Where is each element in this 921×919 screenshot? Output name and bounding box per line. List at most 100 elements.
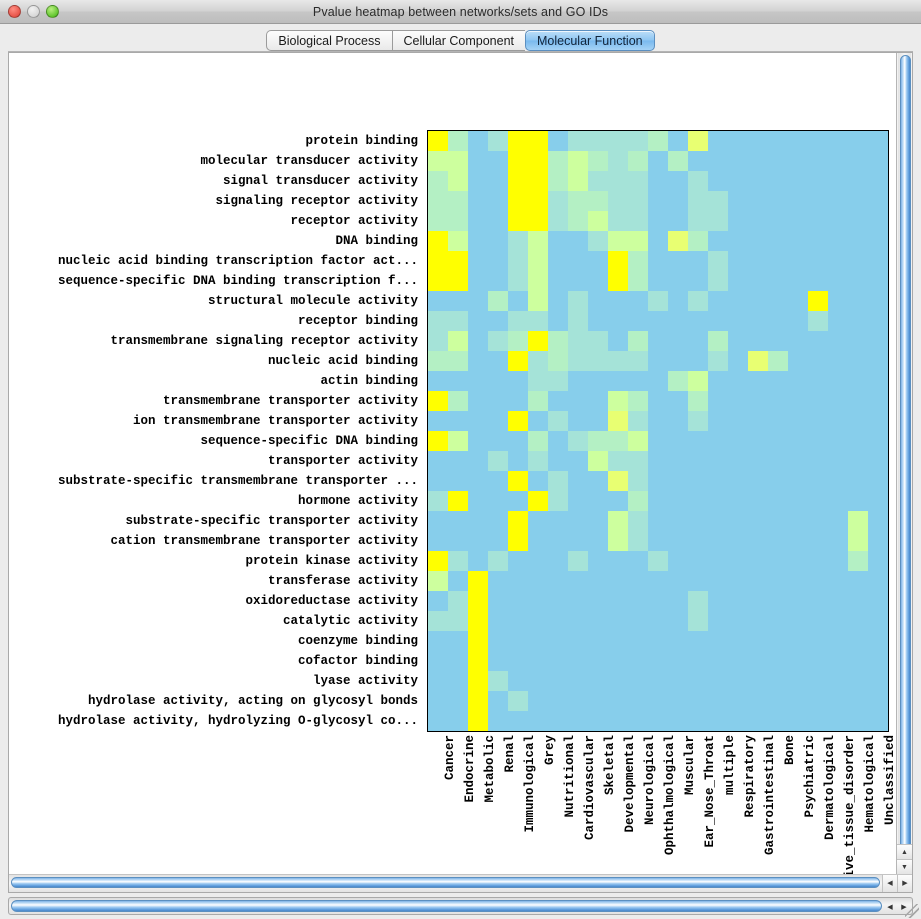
heatmap-cell[interactable] [688, 331, 708, 351]
heatmap-cell[interactable] [728, 251, 748, 271]
heatmap-cell[interactable] [868, 491, 888, 511]
heatmap-cell[interactable] [488, 171, 508, 191]
heatmap-cell[interactable] [608, 231, 628, 251]
heatmap-cell[interactable] [768, 231, 788, 251]
heatmap-cell[interactable] [848, 551, 868, 571]
tab-molecular-function[interactable]: Molecular Function [525, 30, 655, 51]
heatmap-cell[interactable] [508, 531, 528, 551]
heatmap-cell[interactable] [788, 491, 808, 511]
heatmap-cell[interactable] [508, 411, 528, 431]
heatmap-cell[interactable] [428, 131, 448, 151]
heatmap-cell[interactable] [728, 211, 748, 231]
heatmap-cell[interactable] [708, 331, 728, 351]
heatmap-cell[interactable] [728, 471, 748, 491]
heatmap-cell[interactable] [688, 151, 708, 171]
heatmap-cell[interactable] [448, 471, 468, 491]
heatmap-cell[interactable] [428, 271, 448, 291]
heatmap-cell[interactable] [588, 391, 608, 411]
heatmap-cell[interactable] [628, 531, 648, 551]
heatmap-cell[interactable] [728, 391, 748, 411]
heatmap-cell[interactable] [608, 131, 628, 151]
heatmap-cell[interactable] [788, 411, 808, 431]
heatmap-cell[interactable] [548, 591, 568, 611]
heatmap-cell[interactable] [468, 311, 488, 331]
heatmap-cell[interactable] [608, 311, 628, 331]
heatmap-cell[interactable] [788, 331, 808, 351]
heatmap-cell[interactable] [448, 591, 468, 611]
heatmap-cell[interactable] [688, 131, 708, 151]
heatmap-cell[interactable] [568, 191, 588, 211]
heatmap-cell[interactable] [428, 151, 448, 171]
heatmap-cell[interactable] [728, 531, 748, 551]
heatmap-cell[interactable] [808, 631, 828, 651]
heatmap-cell[interactable] [748, 331, 768, 351]
heatmap-cell[interactable] [688, 351, 708, 371]
heatmap-cell[interactable] [468, 631, 488, 651]
heatmap-cell[interactable] [568, 411, 588, 431]
heatmap-cell[interactable] [568, 651, 588, 671]
heatmap-cell[interactable] [448, 211, 468, 231]
tab-biological-process[interactable]: Biological Process [266, 30, 392, 51]
heatmap-cell[interactable] [848, 491, 868, 511]
heatmap-cell[interactable] [488, 191, 508, 211]
heatmap-cell[interactable] [668, 411, 688, 431]
heatmap-cell[interactable] [748, 371, 768, 391]
heatmap-cell[interactable] [748, 491, 768, 511]
heatmap-cell[interactable] [468, 191, 488, 211]
heatmap-cell[interactable] [428, 311, 448, 331]
heatmap-cell[interactable] [788, 531, 808, 551]
heatmap-cell[interactable] [688, 271, 708, 291]
heatmap-cell[interactable] [488, 391, 508, 411]
heatmap-cell[interactable] [488, 691, 508, 711]
heatmap-cell[interactable] [828, 471, 848, 491]
heatmap-cell[interactable] [568, 251, 588, 271]
heatmap-cell[interactable] [528, 611, 548, 631]
heatmap-cell[interactable] [848, 571, 868, 591]
heatmap-cell[interactable] [468, 671, 488, 691]
heatmap-cell[interactable] [468, 491, 488, 511]
heatmap-cell[interactable] [828, 591, 848, 611]
heatmap-cell[interactable] [848, 611, 868, 631]
heatmap-cell[interactable] [488, 651, 508, 671]
heatmap-cell[interactable] [488, 611, 508, 631]
heatmap-cell[interactable] [568, 711, 588, 731]
heatmap-cell[interactable] [428, 671, 448, 691]
heatmap-cell[interactable] [768, 291, 788, 311]
heatmap-cell[interactable] [568, 571, 588, 591]
heatmap-cell[interactable] [748, 611, 768, 631]
heatmap-cell[interactable] [528, 371, 548, 391]
heatmap-cell[interactable] [728, 291, 748, 311]
vertical-scroll-track[interactable] [898, 53, 911, 855]
heatmap-cell[interactable] [668, 311, 688, 331]
heatmap-cell[interactable] [448, 491, 468, 511]
heatmap-cell[interactable] [508, 191, 528, 211]
heatmap-cell[interactable] [808, 131, 828, 151]
heatmap-cell[interactable] [588, 291, 608, 311]
tab-cellular-component[interactable]: Cellular Component [391, 30, 525, 51]
heatmap-cell[interactable] [688, 511, 708, 531]
heatmap-cell[interactable] [768, 391, 788, 411]
heatmap-cell[interactable] [748, 131, 768, 151]
heatmap-cell[interactable] [548, 671, 568, 691]
heatmap-cell[interactable] [728, 131, 748, 151]
heatmap-cell[interactable] [448, 131, 468, 151]
heatmap-cell[interactable] [448, 711, 468, 731]
heatmap-cell[interactable] [528, 511, 548, 531]
heatmap-cell[interactable] [628, 251, 648, 271]
heatmap-cell[interactable] [748, 351, 768, 371]
heatmap-cell[interactable] [608, 211, 628, 231]
heatmap-cell[interactable] [628, 611, 648, 631]
heatmap-cell[interactable] [508, 311, 528, 331]
heatmap-cell[interactable] [488, 291, 508, 311]
heatmap-cell[interactable] [668, 551, 688, 571]
heatmap-cell[interactable] [608, 391, 628, 411]
heatmap-cell[interactable] [768, 351, 788, 371]
heatmap-cell[interactable] [828, 551, 848, 571]
heatmap-cell[interactable] [668, 571, 688, 591]
heatmap-cell[interactable] [528, 491, 548, 511]
heatmap-cell[interactable] [648, 351, 668, 371]
heatmap-cell[interactable] [648, 271, 668, 291]
heatmap-cell[interactable] [768, 371, 788, 391]
heatmap-cell[interactable] [828, 391, 848, 411]
heatmap-cell[interactable] [848, 331, 868, 351]
